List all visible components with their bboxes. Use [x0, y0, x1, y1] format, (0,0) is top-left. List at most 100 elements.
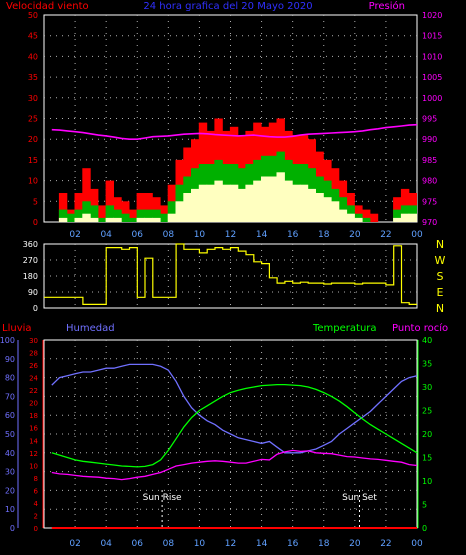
humidity-tick-label: 20: [5, 486, 15, 495]
wind-min-bar: [292, 184, 301, 222]
x-tick-label: 10: [194, 230, 206, 240]
wind-min-bar: [105, 217, 114, 222]
rain-tick-label: 28: [29, 350, 38, 358]
y2-tick-label: 1010: [422, 52, 442, 61]
wind-max-bar: [82, 168, 91, 222]
wind-avg-bar: [128, 217, 138, 222]
wind-max-bar: [121, 201, 130, 222]
wind-min-bar: [393, 217, 402, 222]
dewpoint-label: Punto rocío: [392, 322, 448, 334]
x-tick-label: 14: [256, 539, 268, 549]
x-tick-label: 06: [132, 539, 144, 549]
humidity-line: [51, 363, 418, 454]
rain-tick-label: 26: [29, 362, 38, 370]
wind-min-bar: [222, 184, 231, 222]
humidity-tick-label: 0: [10, 524, 15, 533]
wind-min-bar: [198, 184, 208, 222]
wind-min-bar: [82, 213, 91, 222]
wind-max-bar: [136, 193, 145, 222]
wind-speed-label: Velocidad viento: [6, 1, 89, 12]
humidity-label: Humedad: [66, 323, 115, 334]
wind-min-bar: [338, 209, 348, 222]
y2-tick-label: 1020: [422, 11, 442, 20]
direction-label: N: [436, 302, 444, 315]
wind-min-bar: [400, 213, 410, 222]
rain-tick-label: 12: [29, 450, 38, 458]
wind-min-bar: [183, 193, 192, 222]
x-tick-label: 08: [163, 230, 175, 240]
y-tick-label: 15: [28, 156, 38, 165]
rain-tick-label: 6: [34, 487, 39, 495]
wind-avg-bar: [82, 201, 91, 222]
wind-min-bar: [191, 188, 200, 222]
wind-min-bar: [323, 197, 332, 222]
x-tick-label: 00: [411, 539, 423, 549]
dewpoint-line: [51, 449, 418, 481]
temperature-tick-label: 30: [422, 383, 432, 392]
wind-min-bar: [214, 180, 223, 222]
wind-avg-bar: [167, 201, 177, 222]
y2-tick-label: 1015: [422, 32, 442, 41]
wind-min-bar: [261, 176, 270, 222]
wind-min-bar: [167, 213, 177, 222]
wind-avg-bar: [105, 205, 114, 222]
x-tick-label: 02: [69, 230, 80, 240]
x-tick-label: 12: [225, 539, 236, 549]
wind-direction-line: [44, 243, 417, 305]
wind-max-bar: [58, 193, 68, 222]
wind-min-bar: [136, 217, 145, 222]
wind-min-bar: [408, 213, 417, 222]
temperature-tick-label: 15: [422, 454, 432, 463]
humidity-tick-label: 50: [5, 430, 15, 439]
sun-marker-label: Sun Rise: [143, 493, 182, 503]
direction-label: W: [435, 254, 446, 267]
humidity-tick-label: 100: [0, 336, 15, 345]
wind-avg-bar: [362, 217, 371, 222]
temperature-tick-label: 40: [422, 336, 432, 345]
y-tick-label: 0: [33, 304, 38, 313]
x-tick-label: 12: [225, 230, 236, 240]
wind-min-bar: [58, 217, 68, 222]
temperature-tick-label: 20: [422, 430, 432, 439]
rain-tick-label: 18: [29, 412, 38, 420]
rain-tick-label: 16: [29, 425, 38, 433]
pressure-label: Presión: [369, 0, 405, 12]
x-tick-label: 16: [287, 539, 299, 549]
x-tick-label: 20: [349, 539, 361, 549]
temperature-tick-label: 10: [422, 477, 432, 486]
x-tick-label: 10: [194, 539, 206, 549]
direction-label: N: [436, 238, 444, 251]
direction-label: S: [437, 270, 444, 283]
wind-min-bar: [229, 184, 239, 222]
temperature-tick-label: 35: [422, 360, 432, 369]
y2-tick-label: 975: [422, 197, 437, 206]
rain-tick-label: 8: [34, 475, 38, 483]
humidity-tick-label: 70: [5, 392, 15, 401]
wind-min-bar: [175, 201, 184, 222]
humidity-tick-label: 60: [5, 411, 15, 420]
temp-humidity-panel: Lluvia Humedad Temperatura Punto rocío S…: [0, 322, 448, 549]
pressure-line: [51, 123, 418, 140]
humidity-tick-label: 80: [5, 374, 15, 383]
temperature-label: Temperatura: [312, 323, 377, 334]
wind-max-bar: [97, 205, 107, 222]
wind-avg-bar: [66, 213, 76, 222]
x-tick-label: 04: [100, 230, 112, 240]
wind-avg-bar: [90, 205, 99, 222]
wind-min-bar: [113, 217, 122, 222]
rain-tick-label: 0: [34, 525, 38, 533]
wind-max-bar: [74, 193, 83, 222]
humidity-tick-label: 90: [5, 355, 15, 364]
wind-min-bar: [276, 172, 285, 222]
wind-pressure-panel: Velocidad viento 24 hora grafica del 20 …: [6, 0, 442, 240]
y-tick-label: 20: [28, 135, 38, 144]
wind-min-bar: [330, 201, 340, 222]
wind-min-bar: [90, 217, 99, 222]
x-tick-label: 02: [69, 539, 80, 549]
wind-min-bar: [206, 184, 215, 222]
wind-avg-bar: [354, 213, 363, 222]
wind-avg-bar: [97, 217, 107, 222]
temperature-tick-label: 5: [422, 501, 427, 510]
humidity-tick-label: 10: [5, 505, 15, 514]
y2-tick-label: 970: [422, 218, 437, 227]
